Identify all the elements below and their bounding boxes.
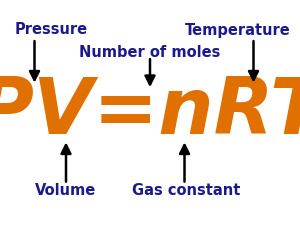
Text: PV=nRT: PV=nRT — [0, 74, 300, 151]
Text: Number of moles: Number of moles — [79, 45, 221, 60]
Text: Gas constant: Gas constant — [132, 183, 240, 198]
Text: Temperature: Temperature — [185, 22, 291, 38]
Text: Volume: Volume — [35, 183, 97, 198]
Text: Pressure: Pressure — [15, 22, 88, 38]
